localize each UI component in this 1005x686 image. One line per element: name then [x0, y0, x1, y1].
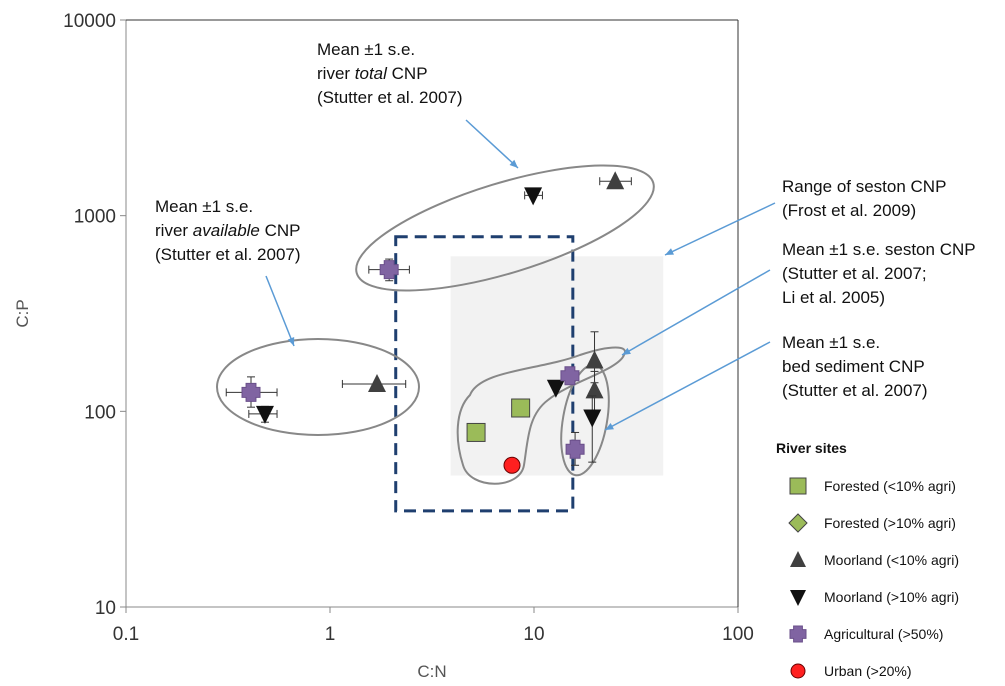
y-tick-label: 10	[95, 598, 116, 619]
arrow-bed-sediment	[604, 341, 771, 431]
data-point-square	[511, 398, 531, 418]
marker-triangle-up	[585, 350, 604, 369]
marker-plus	[241, 382, 261, 402]
legend-item: Moorland (<10% agri)	[790, 551, 959, 568]
legend-item: Forested (>10% agri)	[788, 513, 956, 533]
annotation-seston-range-line: (Frost et al. 2009)	[782, 201, 916, 220]
data-point-plus	[225, 376, 278, 408]
annotation-bed-sediment-line: (Stutter et al. 2007)	[782, 381, 928, 400]
marker-triangle-down	[546, 379, 565, 398]
arrow-seston-range-head	[665, 248, 674, 255]
marker-triangle-up	[585, 380, 604, 399]
annotation-bed-sediment-line: Mean ±1 s.e.	[782, 333, 880, 352]
legend-item: Moorland (>10% agri)	[790, 589, 959, 606]
marker-plus	[379, 260, 399, 280]
legend-marker-plus	[789, 625, 807, 643]
legend-marker-diamond	[788, 513, 808, 533]
arrow-seston-range	[664, 202, 776, 256]
marker-plus	[560, 366, 580, 386]
arrow-total-head	[509, 159, 518, 168]
x-tick-label: 0.1	[113, 624, 139, 645]
legend-item: Agricultural (>50%)	[789, 625, 943, 643]
arrow-seston-mean-head	[622, 347, 631, 355]
y-tick-label: 100	[84, 402, 116, 423]
legend-label: Agricultural (>50%)	[824, 626, 943, 642]
data-point-plus	[560, 366, 580, 386]
x-axis-label: C:N	[417, 662, 446, 681]
annotation-seston-mean-line: (Stutter et al. 2007;	[782, 264, 927, 283]
marker-triangle-down	[524, 187, 543, 206]
marker-square	[466, 422, 486, 442]
arrow-total	[465, 119, 519, 169]
arrow-bed-sediment-head	[605, 423, 614, 430]
legend-label: Moorland (<10% agri)	[824, 552, 959, 568]
arrow-available-head	[287, 337, 295, 346]
legend-item: Forested (<10% agri)	[789, 477, 956, 495]
legend-marker-square	[789, 477, 807, 495]
legend-label: Moorland (>10% agri)	[824, 589, 959, 605]
legend-label: Urban (>20%)	[824, 663, 912, 679]
legend-label: Forested (<10% agri)	[824, 478, 956, 494]
x-tick-label: 1	[325, 624, 336, 645]
legend-marker-triangle-down	[790, 590, 806, 606]
legend-item: Urban (>20%)	[790, 663, 912, 679]
annotation-seston-mean-line: Li et al. 2005)	[782, 288, 885, 307]
seston-range-region	[450, 256, 664, 476]
marker-circle	[503, 456, 521, 474]
marker-triangle-up	[368, 373, 387, 392]
annotation-river-total-line: river total CNP	[317, 64, 428, 83]
annotation-river-available-line: river available CNP	[155, 221, 301, 240]
annotation-river-available-line: Mean ±1 s.e.	[155, 197, 253, 216]
annotation-bed-sediment-line: bed sediment CNP	[782, 357, 925, 376]
annotation-river-available-line: (Stutter et al. 2007)	[155, 245, 301, 264]
data-point-triangle-down	[248, 405, 278, 424]
legend-label: Forested (>10% agri)	[824, 515, 956, 531]
annotation-seston-range-line: Range of seston CNP	[782, 177, 946, 196]
data-point-square	[466, 422, 486, 442]
data-point-triangle-up	[341, 373, 407, 392]
marker-triangle-up	[606, 171, 625, 190]
y-tick-label: 10000	[63, 11, 116, 32]
x-tick-label: 100	[722, 624, 754, 645]
legend-marker-circle	[790, 663, 806, 679]
data-point-plus	[368, 258, 410, 282]
legend-title: River sites	[776, 440, 847, 456]
arrow-seston-mean	[621, 269, 771, 356]
marker-triangle-down	[255, 405, 274, 424]
seston-cnp-outline	[456, 346, 627, 485]
annotation-river-total-line: (Stutter et al. 2007)	[317, 88, 463, 107]
data-point-circle	[503, 456, 521, 474]
data-point-plus	[565, 431, 585, 466]
y-axis-label: C:P	[13, 299, 32, 327]
total-cnp-ellipse	[355, 164, 655, 292]
marker-plus	[565, 439, 585, 459]
data-point-triangle-up	[599, 171, 632, 190]
marker-square	[511, 398, 531, 418]
data-point-triangle-down	[583, 395, 602, 463]
x-tick-label: 10	[523, 624, 544, 645]
available-cnp-ellipse	[216, 338, 420, 436]
data-point-triangle-down	[546, 379, 565, 398]
data-point-triangle-down	[524, 187, 543, 206]
annotation-river-total-line: Mean ±1 s.e.	[317, 40, 415, 59]
annotation-seston-mean-line: Mean ±1 s.e. seston CNP	[782, 240, 976, 259]
marker-triangle-down	[583, 409, 602, 428]
arrow-available	[265, 275, 295, 347]
legend-marker-triangle-up	[790, 551, 806, 567]
y-tick-label: 1000	[74, 207, 116, 228]
